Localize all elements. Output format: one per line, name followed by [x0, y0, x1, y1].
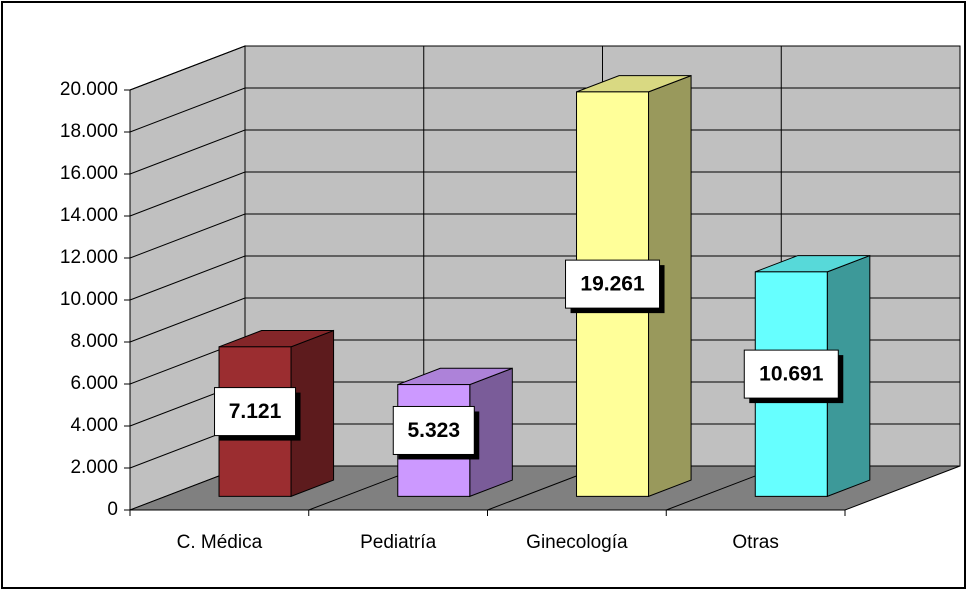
grid-line [129, 87, 960, 133]
value-label-box [214, 387, 297, 437]
value-label: 5.323 [407, 419, 460, 442]
grid-line [129, 255, 960, 301]
y-tick-label: 8.000 [70, 331, 118, 352]
x-tick-label: Otras [732, 532, 778, 553]
value-label: 19.261 [580, 273, 645, 296]
value-label: 7.121 [229, 400, 282, 423]
grid-line [129, 45, 960, 91]
y-tick-label: 6.000 [70, 373, 118, 394]
y-tick-label: 0 [107, 499, 118, 520]
y-tick-label: 2.000 [70, 457, 118, 478]
grid-line [129, 297, 960, 343]
x-tick-label: Ginecología [526, 532, 628, 553]
y-tick-label: 20.000 [60, 79, 118, 100]
value-label-box [743, 349, 839, 399]
y-tick-label: 14.000 [60, 205, 118, 226]
value-label-box [392, 405, 475, 455]
x-tick-label: C. Médica [177, 532, 263, 553]
y-tick-label: 4.000 [70, 415, 118, 436]
grid-line [129, 213, 960, 259]
x-tick-label: Pediatría [360, 532, 436, 553]
grid-line [129, 171, 960, 217]
value-label: 10.691 [759, 363, 824, 386]
y-tick-label: 16.000 [60, 163, 118, 184]
value-label-box [565, 259, 661, 309]
grid-line [129, 129, 960, 175]
y-tick-label: 10.000 [60, 289, 118, 310]
y-tick-label: 18.000 [60, 121, 118, 142]
y-tick-label: 12.000 [60, 247, 118, 268]
